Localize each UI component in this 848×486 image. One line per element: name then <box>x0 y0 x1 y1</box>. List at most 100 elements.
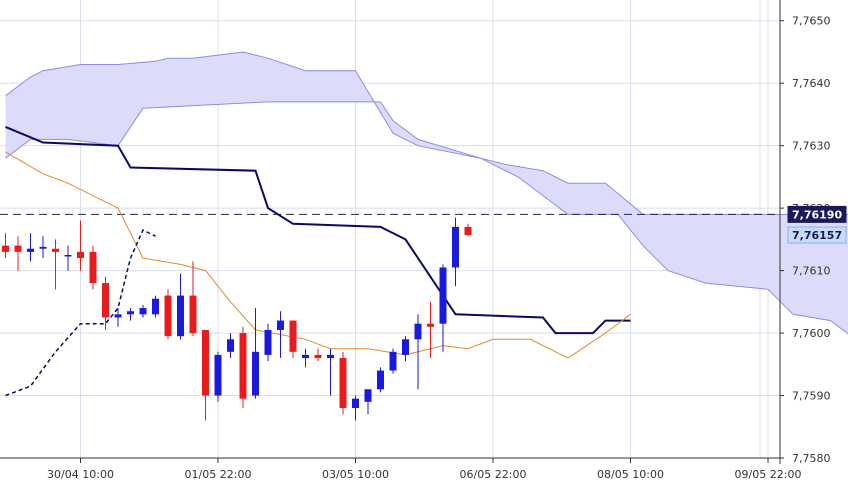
candle <box>427 301 434 359</box>
candle-body <box>177 295 184 337</box>
candle <box>364 389 372 415</box>
candle <box>164 289 172 340</box>
candle <box>264 323 272 362</box>
candle-body <box>377 370 384 390</box>
x-tick-label: 08/05 10:00 <box>597 468 664 481</box>
candle <box>402 336 409 362</box>
candle <box>214 351 222 402</box>
x-tick-label: 01/05 22:00 <box>185 468 252 481</box>
candle <box>239 326 247 409</box>
candle-body <box>189 295 197 334</box>
candle <box>377 367 384 393</box>
candle <box>302 348 309 368</box>
candle-body <box>52 248 59 252</box>
candle-body <box>402 339 409 355</box>
candle-body <box>252 351 259 396</box>
candle <box>439 264 447 352</box>
candle-body <box>414 323 422 340</box>
candle-body <box>427 323 434 327</box>
candle-body <box>14 245 22 252</box>
tenkan-line <box>5 151 631 359</box>
candle-body <box>289 320 297 352</box>
candle-body <box>352 398 359 409</box>
candle-body <box>227 339 234 352</box>
candle <box>64 245 72 271</box>
x-tick-label: 30/04 10:00 <box>47 468 114 481</box>
y-tick-label: 7,7600 <box>792 327 831 340</box>
x-tick-label: 03/05 10:00 <box>322 468 389 481</box>
candle <box>14 236 22 271</box>
candle <box>339 351 347 415</box>
candle <box>152 295 159 318</box>
candle <box>352 395 359 421</box>
candle <box>327 348 334 396</box>
candle-body <box>439 267 447 324</box>
candle-body <box>302 354 309 359</box>
candle-body <box>314 354 322 359</box>
candle-body <box>39 246 47 249</box>
price-tag-label: 7,76190 <box>792 208 842 221</box>
candle <box>77 220 84 271</box>
y-tick-label: 7,7610 <box>792 265 831 278</box>
candle-body <box>64 254 72 257</box>
candle-body <box>89 251 97 284</box>
cloud-fill <box>5 52 848 334</box>
candle-body <box>102 283 109 318</box>
indicator-lines <box>0 125 780 397</box>
candle <box>102 276 109 330</box>
candle-body <box>114 314 122 318</box>
candle <box>227 333 234 359</box>
candle-body <box>152 298 159 315</box>
candle <box>114 308 122 327</box>
price-tag: 7,76157 <box>787 226 847 244</box>
kijun-line <box>5 125 631 335</box>
ichimoku-cloud <box>5 51 848 335</box>
x-tick-label: 06/05 22:00 <box>460 468 527 481</box>
candle-body <box>27 248 34 252</box>
candle-body <box>277 320 284 330</box>
candle-body <box>264 329 272 355</box>
price-tag-box <box>787 205 847 223</box>
candle-body <box>364 389 372 402</box>
cloud-upper-span <box>5 51 848 215</box>
candle <box>27 233 34 262</box>
candle <box>414 314 422 390</box>
candle-body <box>452 226 459 268</box>
candle-body <box>339 358 347 409</box>
candles <box>2 217 472 421</box>
price-tag: 7,76190 <box>787 205 847 223</box>
candle <box>389 348 397 374</box>
y-tick-label: 7,7580 <box>792 452 831 465</box>
candle <box>139 304 147 318</box>
y-tick-label: 7,7630 <box>792 140 831 153</box>
candle <box>277 311 284 359</box>
candle-body <box>202 329 209 396</box>
candle-body <box>77 251 84 259</box>
candle-body <box>127 311 134 315</box>
candle <box>89 245 97 290</box>
y-tick-label: 7,7640 <box>792 77 831 90</box>
candle <box>189 261 197 337</box>
candle-body <box>464 226 472 235</box>
candle-body <box>214 354 222 396</box>
candle <box>177 273 184 340</box>
cloud-lower-span <box>5 101 848 335</box>
candle-body <box>139 308 147 315</box>
candle <box>127 308 134 321</box>
candle-body <box>239 333 247 399</box>
candle <box>452 217 459 287</box>
price-tag-label: 7,76157 <box>792 229 842 242</box>
candle <box>464 223 472 237</box>
x-tick-label: 09/05 22:00 <box>735 468 802 481</box>
candle <box>39 236 47 259</box>
candle <box>289 320 297 359</box>
candle <box>202 329 209 421</box>
candle <box>52 239 59 290</box>
candle <box>314 348 322 362</box>
y-tick-label: 7,7650 <box>792 15 831 28</box>
candle-body <box>327 354 334 359</box>
candle <box>2 233 9 259</box>
